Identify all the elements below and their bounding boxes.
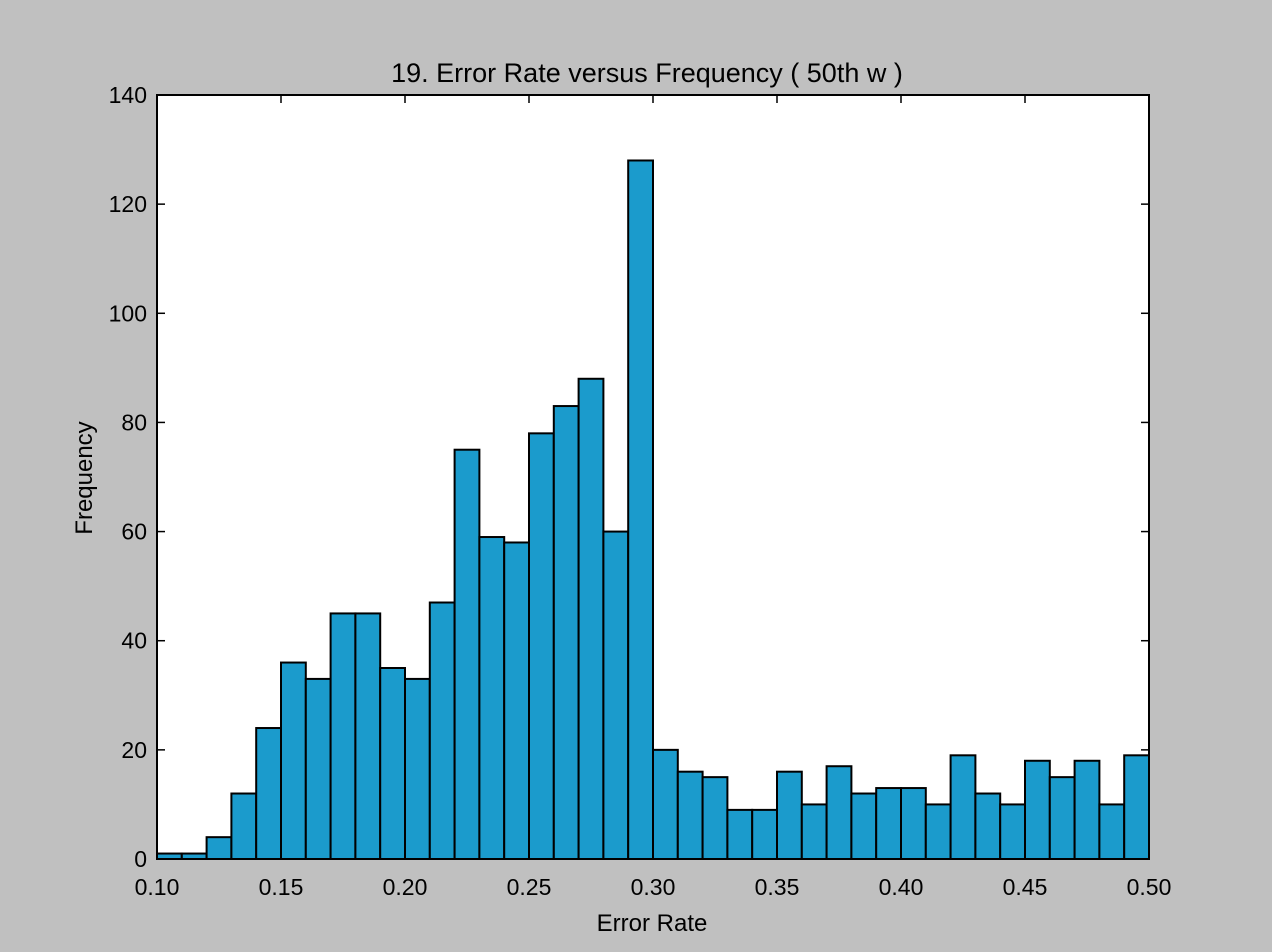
histogram-bar	[528, 432, 555, 860]
histogram-bar	[354, 612, 382, 861]
x-tick-label: 0.10	[135, 874, 180, 900]
histogram-bar	[751, 808, 779, 861]
histogram-bar	[1024, 759, 1051, 860]
histogram-bar	[552, 405, 580, 860]
histogram-bar	[999, 803, 1027, 861]
chart-title: 19. Error Rate versus Frequency ( 50th w…	[391, 58, 903, 88]
x-tick-label: 0.20	[383, 874, 428, 900]
histogram-bar	[205, 836, 233, 861]
x-tick-label: 0.45	[1003, 874, 1048, 900]
ticks-group: 0.10 0.15 0.20 0.25 0.30 0.35 0.40 0.45 0.50 0 20 4…	[109, 82, 1172, 900]
histogram-bar	[577, 377, 605, 860]
histogram-bar	[329, 612, 357, 861]
y-tick-label: 0	[134, 846, 147, 872]
y-tick-label: 20	[121, 737, 147, 763]
histogram-bar	[949, 754, 977, 860]
histogram-bar	[230, 792, 258, 860]
histogram-bar	[1048, 776, 1076, 861]
histogram-bar	[652, 748, 679, 860]
histogram-bar	[478, 536, 506, 860]
y-axis-label: Frequency	[71, 421, 98, 534]
histogram-bar	[776, 770, 803, 861]
histogram-bar	[1123, 754, 1150, 860]
histogram-bar	[825, 765, 853, 861]
histogram-bar	[428, 601, 456, 860]
histogram-bar	[280, 661, 307, 860]
bars-group	[156, 159, 1150, 861]
histogram-bar	[503, 541, 531, 860]
x-tick-label: 0.50	[1127, 874, 1172, 900]
histogram-bar	[924, 803, 952, 861]
histogram-bar	[900, 787, 927, 860]
histogram-bar	[379, 667, 407, 860]
y-tick-label: 120	[109, 191, 147, 217]
histogram-bar	[676, 770, 704, 861]
x-axis-label: Error Rate	[597, 910, 708, 937]
x-tick-label: 0.35	[755, 874, 800, 900]
histogram-bar	[602, 530, 630, 860]
histogram-bar	[255, 727, 283, 860]
histogram-bar	[1073, 759, 1101, 860]
histogram-bar	[974, 792, 1002, 860]
histogram-bar	[875, 787, 903, 860]
histogram-bar	[800, 803, 828, 861]
y-tick-label: 100	[109, 300, 147, 326]
histogram-bar	[1098, 803, 1126, 861]
histogram-bar	[726, 808, 754, 861]
histogram-bar	[453, 448, 481, 860]
histogram-bar	[701, 776, 729, 861]
histogram-bar	[850, 792, 878, 860]
x-tick-label: 0.40	[879, 874, 924, 900]
x-tick-label: 0.30	[631, 874, 676, 900]
y-tick-label: 140	[109, 82, 147, 108]
x-tick-label: 0.25	[507, 874, 552, 900]
histogram-bar	[404, 677, 431, 861]
y-tick-label: 40	[121, 628, 147, 654]
histogram-bar	[627, 159, 655, 860]
x-tick-label: 0.15	[259, 874, 304, 900]
plot-frame	[156, 94, 1150, 860]
y-tick-label: 80	[121, 409, 147, 435]
histogram-bar	[304, 677, 332, 861]
y-tick-label: 60	[121, 519, 147, 545]
